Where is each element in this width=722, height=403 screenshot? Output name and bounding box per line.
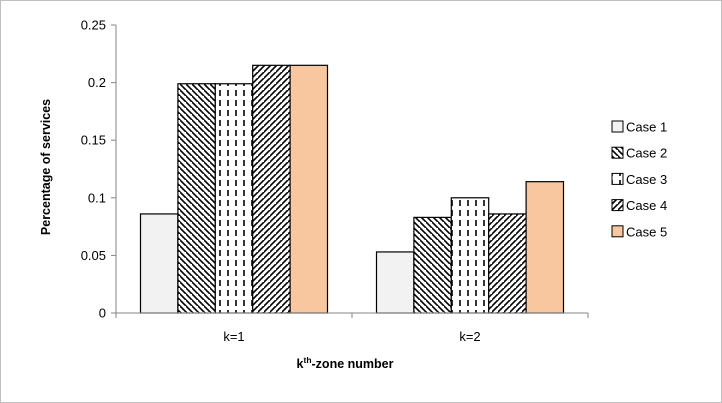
y-axis-title: Percentage of services <box>39 99 53 235</box>
legend-label: Case 2 <box>626 146 667 161</box>
x-axis: k=1 k=2 <box>115 312 589 344</box>
bar-case-4-k2 <box>488 213 527 314</box>
legend: Case 1 Case 2 Case 3 Case 4 Case 5 <box>611 120 667 239</box>
legend-label: Case 1 <box>626 120 667 135</box>
bar-case-5-k1 <box>289 64 329 314</box>
legend-swatch <box>611 120 624 133</box>
legend-label: Case 3 <box>626 172 667 187</box>
bar-case-2-k1 <box>177 83 216 314</box>
legend-swatch <box>611 225 624 238</box>
y-tick-label: 0.1 <box>88 190 106 205</box>
bar-case-5-k2 <box>525 181 565 314</box>
bar-case-3-k2 <box>450 197 490 314</box>
legend-label: Case 4 <box>626 198 667 213</box>
x-tick-label: k=2 <box>459 329 480 344</box>
y-tick-label: 0.2 <box>88 75 106 90</box>
bar-case-4-k1 <box>252 64 291 314</box>
legend-label: Case 5 <box>626 224 667 239</box>
y-tick-label: 0.25 <box>81 18 106 33</box>
legend-swatch <box>611 172 624 185</box>
y-tick-label: 0 <box>99 306 106 321</box>
bar-case-1-k1 <box>139 213 179 314</box>
bar-case-2-k2 <box>413 216 452 314</box>
x-tick-label: k=1 <box>223 329 244 344</box>
y-axis: 0 0.05 0.1 0.15 0.2 0.25 <box>81 18 117 321</box>
legend-swatch <box>611 146 624 159</box>
legend-swatch <box>611 199 624 212</box>
bar-case-1-k2 <box>375 251 415 314</box>
y-tick-label: 0.15 <box>81 133 106 148</box>
x-axis-title: kth-zone number <box>297 355 394 371</box>
bar-case-3-k1 <box>214 83 254 314</box>
y-tick-label: 0.05 <box>81 248 106 263</box>
bars <box>139 64 565 314</box>
